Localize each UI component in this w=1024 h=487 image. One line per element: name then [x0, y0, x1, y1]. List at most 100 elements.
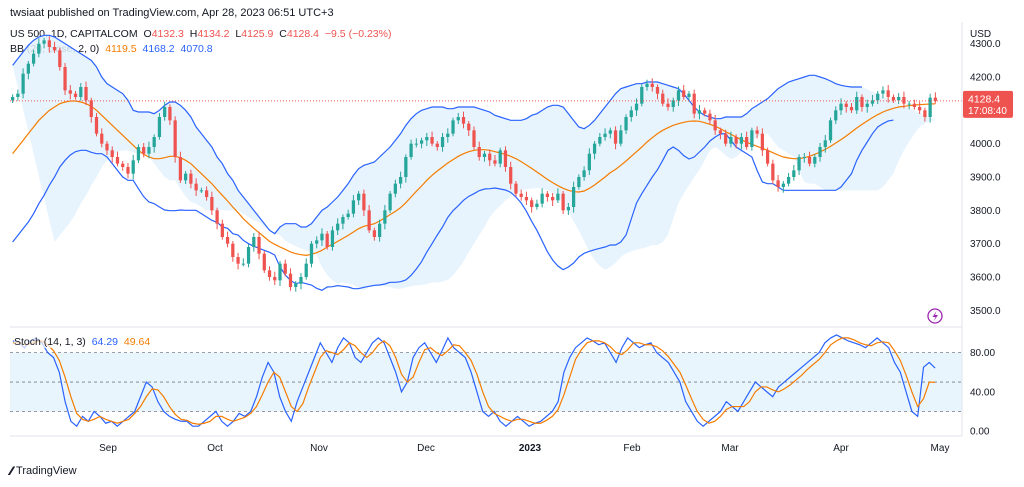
candle-body[interactable] [687, 93, 691, 97]
candle-body[interactable] [786, 177, 791, 184]
candle-body[interactable] [834, 110, 838, 121]
candle-body[interactable] [634, 103, 639, 111]
candle-body[interactable] [781, 183, 785, 187]
candle-body[interactable] [430, 137, 434, 144]
candle-body[interactable] [330, 230, 335, 247]
candle-body[interactable] [524, 197, 529, 201]
candle-body[interactable] [792, 170, 796, 177]
candle-body[interactable] [655, 87, 660, 94]
candle-body[interactable] [881, 90, 885, 94]
candle-body[interactable] [79, 87, 83, 97]
candle-body[interactable] [110, 150, 114, 157]
candle-body[interactable] [210, 197, 214, 211]
ohlc-legend[interactable]: US 500, 1D, CAPITALCOM O4132.3 H4134.2 L… [10, 28, 394, 40]
candle-body[interactable] [729, 137, 733, 144]
candle-body[interactable] [807, 157, 812, 164]
candle-body[interactable] [398, 177, 403, 184]
candle-body[interactable] [105, 143, 109, 151]
candle-body[interactable] [839, 103, 843, 111]
candle-body[interactable] [598, 137, 602, 144]
candle-body[interactable] [891, 97, 896, 101]
candle-body[interactable] [100, 133, 104, 144]
candle-body[interactable] [661, 93, 665, 104]
candle-body[interactable] [194, 183, 198, 191]
candle-body[interactable] [173, 120, 177, 157]
candle-body[interactable] [897, 97, 901, 101]
candle-body[interactable] [870, 100, 875, 104]
candle-body[interactable] [184, 173, 188, 181]
candle-body[interactable] [813, 157, 817, 164]
candle-body[interactable] [514, 183, 518, 194]
candle-body[interactable] [551, 197, 555, 201]
candle-body[interactable] [320, 233, 324, 241]
candle-body[interactable] [257, 237, 261, 254]
candle-body[interactable] [865, 103, 869, 107]
candle-body[interactable] [341, 217, 345, 224]
candle-body[interactable] [435, 143, 439, 147]
candle-body[interactable] [745, 137, 749, 147]
candle-body[interactable] [624, 117, 628, 131]
candle-body[interactable] [823, 140, 827, 147]
candle-body[interactable] [26, 63, 30, 74]
last-price-badge[interactable] [963, 90, 1013, 118]
candle-body[interactable] [440, 137, 445, 147]
candle-body[interactable] [472, 130, 476, 147]
candle-body[interactable] [273, 277, 277, 281]
candle-body[interactable] [246, 247, 251, 264]
candle-body[interactable] [163, 107, 167, 117]
candle-body[interactable] [73, 93, 78, 97]
candle-body[interactable] [121, 163, 125, 167]
candle-body[interactable] [94, 117, 99, 134]
candle-body[interactable] [703, 110, 707, 114]
candle-body[interactable] [215, 210, 219, 224]
candle-body[interactable] [503, 150, 508, 167]
candle-body[interactable] [325, 233, 329, 247]
candle-body[interactable] [493, 160, 497, 164]
candle-body[interactable] [902, 97, 906, 104]
candle-body[interactable] [608, 130, 612, 134]
candle-body[interactable] [828, 120, 833, 141]
candle-body[interactable] [68, 90, 72, 94]
candle-body[interactable] [304, 263, 308, 277]
candle-body[interactable] [388, 193, 392, 211]
candle-body[interactable] [519, 193, 523, 197]
stoch-legend[interactable]: Stoch (14, 1, 3) 64.29 49.64 [14, 336, 154, 348]
candle-body[interactable] [225, 237, 230, 244]
candle-body[interactable] [236, 257, 240, 264]
candle-body[interactable] [645, 83, 649, 87]
candle-body[interactable] [650, 83, 654, 87]
candle-body[interactable] [713, 120, 717, 131]
candle-body[interactable] [488, 153, 492, 161]
candle-body[interactable] [577, 177, 581, 187]
candle-body[interactable] [603, 133, 607, 137]
candle-body[interactable] [346, 213, 350, 217]
footer-brand[interactable]: ⁄⁄ TradingView [10, 464, 77, 478]
alert-icon[interactable] [927, 308, 943, 324]
candle-body[interactable] [860, 97, 864, 107]
candle-body[interactable] [10, 97, 15, 101]
candle-body[interactable] [640, 87, 644, 104]
candle-body[interactable] [923, 110, 927, 117]
candle-body[interactable] [52, 47, 57, 51]
candle-body[interactable] [556, 193, 560, 201]
candle-body[interactable] [482, 153, 487, 157]
candle-body[interactable] [283, 263, 287, 274]
candle-body[interactable] [409, 143, 413, 157]
candle-body[interactable] [718, 130, 723, 134]
candle-body[interactable] [142, 147, 146, 154]
candle-body[interactable] [540, 193, 544, 204]
candle-body[interactable] [16, 93, 20, 97]
candle-body[interactable] [21, 73, 25, 94]
candle-body[interactable] [509, 167, 513, 184]
candle-body[interactable] [545, 193, 550, 197]
candle-body[interactable] [697, 110, 702, 114]
candle-body[interactable] [928, 97, 932, 117]
candle-body[interactable] [204, 190, 209, 197]
candle-body[interactable] [682, 90, 686, 97]
candle-body[interactable] [818, 147, 822, 157]
candle-body[interactable] [157, 117, 162, 137]
candle-body[interactable] [855, 97, 859, 111]
candle-body[interactable] [765, 150, 770, 164]
candle-body[interactable] [115, 157, 120, 164]
